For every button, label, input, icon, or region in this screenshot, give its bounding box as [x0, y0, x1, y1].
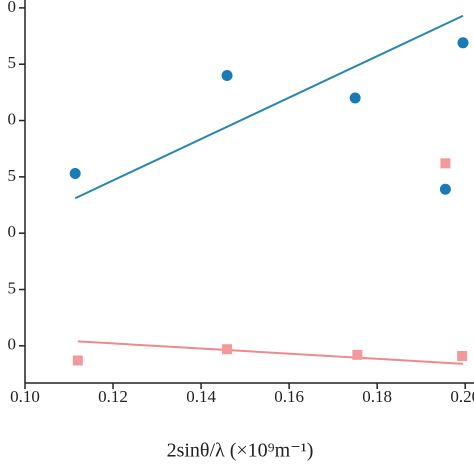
x-tick-label: 0.16	[274, 387, 304, 406]
point	[222, 344, 233, 355]
y-tick-label: 0	[8, 0, 17, 16]
point	[349, 92, 361, 104]
y-tick-label: 0	[8, 222, 17, 241]
point	[352, 349, 363, 360]
x-tick-label: 0.10	[10, 387, 40, 406]
x-tick-label: 0.20	[450, 387, 474, 406]
point	[221, 69, 233, 81]
y-tick-label: 5	[8, 166, 17, 185]
y-tick-label: 0	[8, 335, 17, 354]
point	[69, 167, 81, 179]
point	[439, 183, 451, 195]
fit-line	[74, 14, 464, 200]
point	[72, 355, 83, 366]
x-tick-label: 0.12	[98, 387, 128, 406]
fit-line	[77, 340, 464, 365]
y-tick-label: 0	[8, 109, 17, 128]
y-tick-label: 5	[8, 278, 17, 297]
point	[457, 37, 469, 49]
point	[457, 350, 468, 361]
y-tick-label: 5	[8, 53, 17, 72]
point	[440, 158, 451, 169]
x-tick-label: 0.18	[362, 387, 392, 406]
x-tick-label: 0.14	[186, 387, 216, 406]
x-axis-label: 2sinθ/λ (×10⁹m⁻¹)	[167, 440, 314, 462]
